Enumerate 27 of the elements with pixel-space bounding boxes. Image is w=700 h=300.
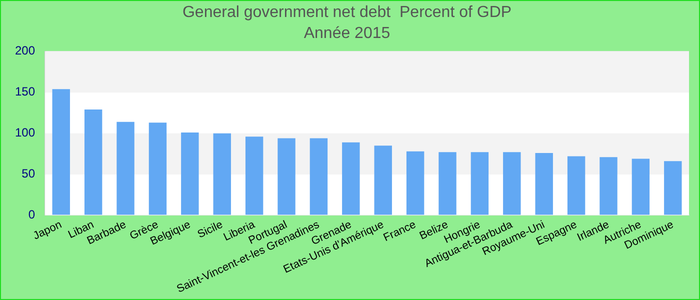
bar bbox=[310, 138, 328, 215]
bar bbox=[84, 110, 102, 215]
x-tick-label: France bbox=[382, 218, 418, 244]
bar bbox=[213, 133, 231, 215]
bar bbox=[503, 152, 521, 215]
bar bbox=[245, 136, 264, 215]
bar bbox=[470, 152, 489, 215]
bar bbox=[438, 152, 456, 215]
y-tick-label: 200 bbox=[14, 44, 36, 58]
bar bbox=[148, 122, 167, 215]
bar bbox=[278, 138, 296, 215]
bar bbox=[406, 151, 424, 215]
bar bbox=[116, 122, 134, 215]
bar bbox=[664, 161, 682, 215]
y-tick-label: 100 bbox=[14, 126, 36, 140]
bar bbox=[181, 132, 199, 215]
chart-title: General government net debt Percent of GDP bbox=[182, 4, 512, 22]
bar bbox=[342, 142, 360, 215]
y-tick-label: 50 bbox=[22, 166, 36, 181]
bar bbox=[535, 152, 553, 215]
y-tick-label: 150 bbox=[14, 84, 36, 99]
bar bbox=[600, 157, 618, 215]
bar bbox=[632, 158, 650, 215]
bar bbox=[52, 89, 70, 215]
chart-subtitle: Année 2015 bbox=[304, 25, 390, 42]
bar bbox=[567, 156, 586, 215]
bar bbox=[374, 146, 392, 215]
